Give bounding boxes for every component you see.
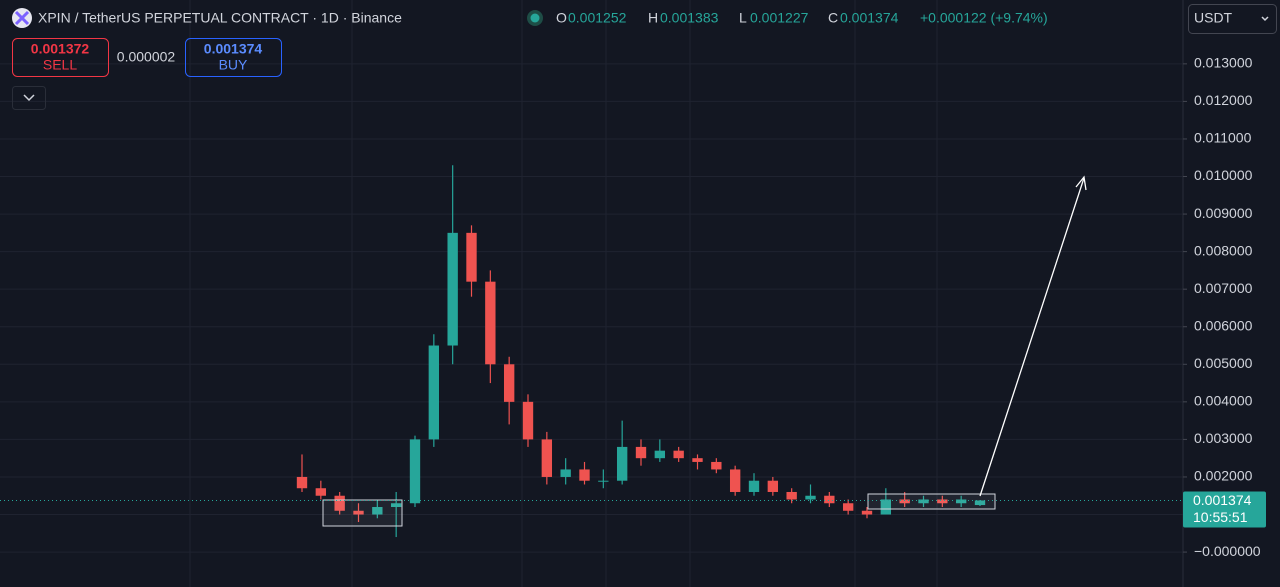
candle-body	[692, 458, 703, 462]
candle-body	[390, 503, 402, 508]
logo-mark	[14, 10, 30, 26]
candle-body	[447, 232, 458, 346]
close-label: C	[828, 10, 838, 26]
candle-body	[296, 476, 308, 489]
spread: 0.000002	[117, 49, 176, 65]
candle-body	[824, 495, 835, 504]
y-tick-label: 0.011000	[1194, 130, 1252, 146]
grid	[0, 0, 1183, 587]
y-tick-label: 0.010000	[1194, 167, 1253, 183]
arrow-head	[1075, 175, 1087, 191]
candle-body	[748, 480, 760, 492]
candle-body	[729, 469, 741, 492]
candle-body	[842, 503, 854, 511]
candle-body	[503, 364, 515, 402]
range-box	[867, 493, 996, 510]
low-label: L	[739, 10, 747, 26]
candle-body	[654, 450, 666, 459]
candle-body	[598, 480, 609, 482]
sell-button[interactable]	[12, 38, 109, 77]
candle-body	[466, 232, 477, 282]
y-tick-label: 0.008000	[1194, 242, 1253, 258]
candle-body	[579, 469, 590, 481]
candle-body	[805, 495, 816, 500]
open-label: O	[556, 10, 567, 26]
sell-label: SELL	[43, 57, 77, 73]
buy-price: 0.001374	[204, 41, 263, 57]
candle-body	[673, 450, 684, 459]
range-box	[322, 499, 403, 527]
candle-body	[767, 480, 779, 492]
sell-price: 0.001372	[31, 41, 90, 57]
y-tick-label: 0.013000	[1194, 55, 1253, 71]
candle-body	[899, 499, 910, 504]
candle-body	[522, 401, 534, 440]
candle-body	[937, 499, 948, 504]
candle-body	[409, 439, 421, 504]
trend-arrow	[979, 177, 1085, 497]
low-value: 0.001227	[750, 10, 809, 26]
y-tick-label: 0.005000	[1194, 355, 1253, 371]
currency-label: USDT	[1194, 10, 1233, 26]
candles	[296, 165, 986, 538]
candle-body	[955, 499, 967, 504]
change-value: +0.000122 (+9.74%)	[920, 10, 1048, 26]
y-tick-label: 0.006000	[1194, 317, 1253, 333]
symbol-title: XPIN / TetherUS PERPETUAL CONTRACT · 1D …	[38, 10, 402, 26]
candle-body	[918, 499, 929, 504]
collapse-button[interactable]	[12, 86, 46, 110]
candle-body	[428, 345, 440, 440]
y-tick-label: 0.009000	[1194, 205, 1253, 221]
candle-body	[880, 499, 892, 515]
last-price-label: 0.001374	[1193, 492, 1252, 508]
candle-body	[616, 446, 628, 481]
buy-label: BUY	[219, 57, 248, 73]
candle-body	[353, 510, 364, 515]
y-tick-label: 0.002000	[1194, 468, 1253, 484]
candle-body	[315, 488, 327, 496]
y-tick-label: 0.012000	[1194, 92, 1253, 108]
open-value: 0.001252	[568, 10, 627, 26]
candle-body	[485, 281, 496, 365]
last-price-badge	[1183, 491, 1266, 528]
candle-body	[372, 507, 383, 515]
collapse-icon	[23, 94, 35, 102]
close-value: 0.001374	[840, 10, 899, 26]
candle-body	[334, 495, 345, 511]
high-label: H	[648, 10, 658, 26]
y-tick-label: 0.003000	[1194, 430, 1253, 446]
currency-select[interactable]	[1188, 4, 1277, 34]
candle-body	[861, 510, 873, 515]
status-dot	[530, 13, 540, 23]
y-tick-label: 0.004000	[1194, 393, 1253, 409]
high-value: 0.001383	[660, 10, 719, 26]
select-arrow	[1261, 16, 1269, 22]
countdown: 10:55:51	[1193, 509, 1248, 525]
y-tick-label: 0.007000	[1194, 280, 1253, 296]
candle-body	[786, 491, 797, 500]
candle-body	[560, 469, 571, 477]
candle-body	[541, 439, 553, 477]
candle-body	[635, 446, 647, 459]
candle-body	[711, 461, 722, 470]
buy-button[interactable]	[185, 38, 282, 77]
y-tick-label: −0.000000	[1194, 543, 1261, 559]
candle-body	[974, 500, 986, 506]
